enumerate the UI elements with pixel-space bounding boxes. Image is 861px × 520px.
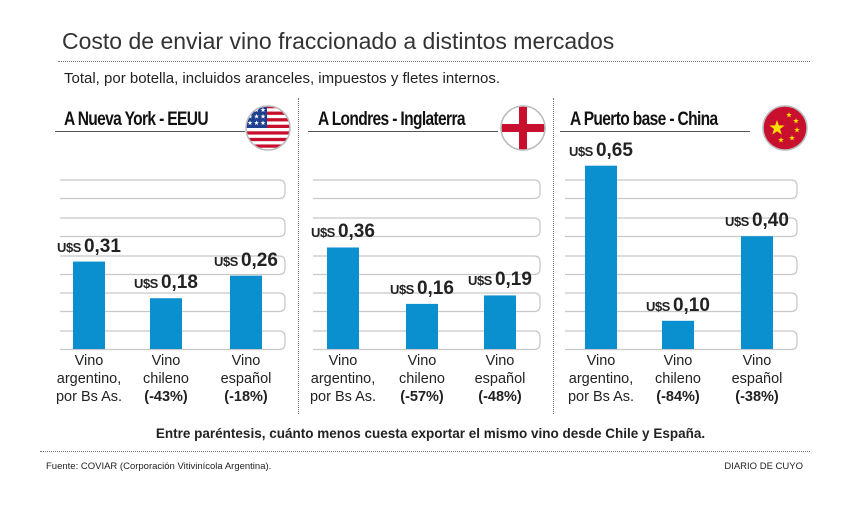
bar xyxy=(585,165,617,349)
title-underline xyxy=(55,131,245,132)
panel-divider xyxy=(298,98,299,414)
panel-title: A Puerto base - China xyxy=(570,109,718,130)
gridline xyxy=(60,217,286,238)
bar xyxy=(484,295,516,349)
gridline xyxy=(565,292,798,313)
value-label: U$S 0,18 xyxy=(134,272,198,294)
category-label: Vino español (-18%) xyxy=(220,353,272,405)
value-label: U$S 0,19 xyxy=(468,269,532,291)
panel-title: A Londres - Inglaterra xyxy=(318,109,466,130)
bar xyxy=(150,298,182,349)
bar xyxy=(73,261,105,349)
gridline xyxy=(313,330,541,351)
value-label: U$S 0,10 xyxy=(646,294,710,316)
category-label: Vino argentino, por Bs As. xyxy=(567,353,635,405)
value-label: U$S 0,16 xyxy=(390,277,454,299)
value-label: U$S 0,26 xyxy=(214,249,278,271)
divider xyxy=(58,61,810,62)
page-title: Costo de enviar vino fraccionado a disti… xyxy=(62,28,615,54)
category-label: Vino chileno (-84%) xyxy=(655,353,701,405)
england-flag-icon xyxy=(500,105,546,151)
category-label: Vino chileno (-43%) xyxy=(143,353,189,405)
value-label: U$S 0,40 xyxy=(725,210,789,232)
gridline xyxy=(565,255,798,276)
bar xyxy=(662,320,694,349)
gridline xyxy=(313,255,541,276)
gridline xyxy=(565,330,798,351)
category-label: Vino chileno (-57%) xyxy=(399,353,445,405)
china-flag-icon xyxy=(762,105,808,151)
title-underline xyxy=(560,131,750,132)
gridline xyxy=(60,179,286,200)
panel-divider xyxy=(553,98,554,414)
value-label: U$S 0,65 xyxy=(569,139,633,161)
bar xyxy=(230,275,262,349)
gridline xyxy=(313,292,541,313)
usa-flag-icon xyxy=(245,105,291,151)
subtitle: Total, por botella, incluidos aranceles,… xyxy=(64,70,501,87)
gridline xyxy=(60,255,286,276)
gridline xyxy=(565,179,798,200)
bar xyxy=(741,236,773,349)
gridline xyxy=(60,330,286,351)
bar xyxy=(406,303,438,349)
value-label: U$S 0,31 xyxy=(57,235,121,257)
bar xyxy=(327,247,359,349)
source: Fuente: COVIAR (Corporación Vitivinícola… xyxy=(46,461,272,472)
category-label: Vino español (-38%) xyxy=(731,353,783,405)
brand: DIARIO DE CUYO xyxy=(724,461,803,472)
panel-title: A Nueva York - EEUU xyxy=(64,109,209,130)
divider xyxy=(40,451,810,452)
category-label: Vino español (-48%) xyxy=(474,353,526,405)
title-underline xyxy=(308,131,498,132)
gridline xyxy=(60,292,286,313)
footnote: Entre paréntesis, cuánto menos cuesta ex… xyxy=(155,426,706,441)
category-label: Vino argentino, por Bs As. xyxy=(55,353,123,405)
gridline xyxy=(565,217,798,238)
gridline xyxy=(313,179,541,200)
gridline xyxy=(313,217,541,238)
value-label: U$S 0,36 xyxy=(311,221,375,243)
category-label: Vino argentino, por Bs As. xyxy=(309,353,377,405)
